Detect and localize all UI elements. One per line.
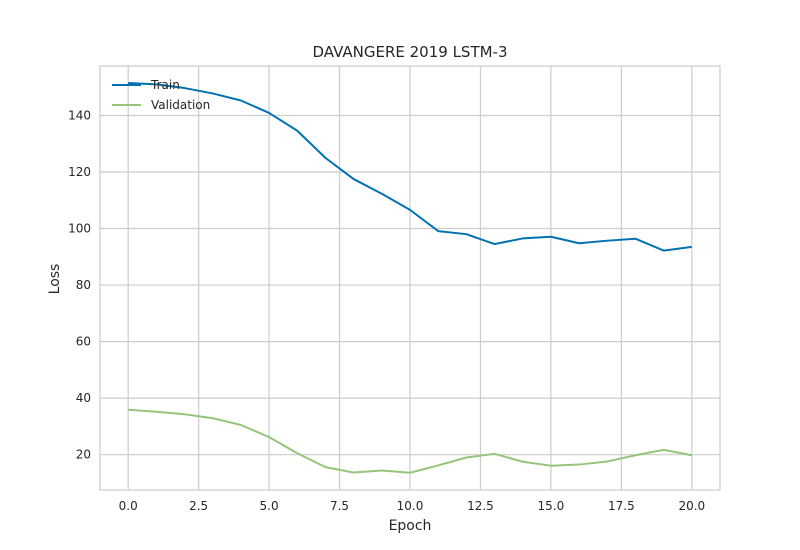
x-tick-label: 2.5 (189, 499, 208, 513)
x-tick-label: 5.0 (260, 499, 279, 513)
y-tick-label: 60 (76, 335, 91, 349)
y-tick-labels: 20 40 60 80 100 120 140 (68, 108, 91, 461)
legend: Train Validation (112, 78, 210, 112)
x-tick-label: 12.5 (467, 499, 494, 513)
y-axis-title: Loss (47, 264, 63, 295)
x-tick-label: 10.0 (397, 499, 424, 513)
y-tick-label: 140 (68, 108, 91, 122)
legend-label-validation: Validation (151, 98, 210, 112)
x-tick-label: 7.5 (330, 499, 349, 513)
series-layer (128, 81, 693, 474)
x-tick-labels: 0.0 2.5 5.0 7.5 10.0 12.5 15.0 17.5 20.0 (119, 499, 706, 513)
x-tick-label: 20.0 (678, 499, 705, 513)
grid-lines (100, 66, 720, 490)
y-tick-label: 80 (76, 278, 91, 292)
y-tick-label: 40 (76, 391, 91, 405)
y-tick-label: 100 (68, 222, 91, 236)
x-tick-label: 15.0 (538, 499, 565, 513)
series-line-validation (128, 408, 693, 474)
y-tick-label: 20 (76, 448, 91, 462)
plot-frame (99, 65, 721, 491)
legend-label-train: Train (150, 78, 180, 92)
x-tick-label: 0.0 (119, 499, 138, 513)
x-axis-title: Epoch (389, 518, 432, 534)
chart-title: DAVANGERE 2019 LSTM-3 (312, 43, 507, 61)
x-tick-label: 17.5 (608, 499, 635, 513)
y-tick-label: 120 (68, 165, 91, 179)
series-line-train (128, 81, 692, 252)
